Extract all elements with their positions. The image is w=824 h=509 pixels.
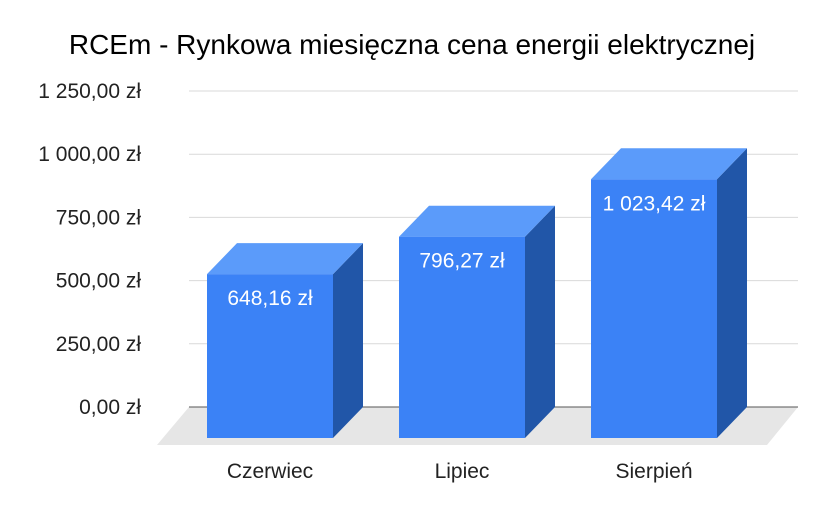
x-category-label: Sierpień: [615, 460, 692, 483]
y-tick-label: 1 250,00 zł: [38, 80, 141, 103]
data-label: 796,27 zł: [419, 250, 505, 273]
y-tick-label: 1 000,00 zł: [38, 143, 141, 166]
bar-side-face: [525, 205, 555, 438]
bar-front-face: [399, 236, 525, 438]
bar: [399, 205, 555, 438]
bar-top-face: [207, 243, 363, 275]
bar-top-face: [399, 205, 555, 237]
data-label: 1 023,42 zł: [603, 192, 706, 215]
y-tick-label: 500,00 zł: [56, 270, 142, 293]
y-tick-label: 750,00 zł: [56, 206, 142, 229]
bar-side-face: [333, 243, 363, 438]
bar: [207, 243, 363, 438]
y-tick-label: 0,00 zł: [79, 396, 141, 419]
bar-top-face: [591, 148, 747, 180]
chart-title: RCEm - Rynkowa miesięczna cena energii e…: [69, 29, 755, 60]
bar-front-face: [591, 179, 717, 438]
bar: [591, 148, 747, 438]
x-category-label: Lipiec: [435, 460, 490, 483]
bar-front-face: [207, 274, 333, 438]
data-label: 648,16 zł: [227, 287, 313, 310]
bar-side-face: [717, 148, 747, 438]
y-tick-label: 250,00 zł: [56, 333, 142, 356]
x-category-label: Czerwiec: [227, 460, 313, 483]
